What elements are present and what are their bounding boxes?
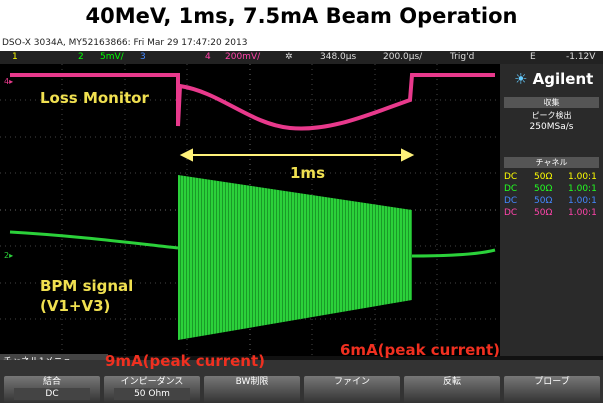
channel-setting: 1.00:1 — [568, 184, 597, 194]
softkey[interactable]: BW制限 — [204, 376, 300, 403]
channel-setting: 50Ω — [534, 196, 552, 206]
channel-setting: DC — [504, 208, 517, 218]
softkey-label: インピーダンス — [104, 376, 200, 388]
peak-left-label: 9mA(peak current) — [105, 352, 265, 370]
channel-setting: DC — [504, 196, 517, 206]
ch2-scale: 5mV/ — [100, 52, 124, 62]
chan-title: チャネル — [504, 157, 599, 168]
acq-mode: ピーク検出 — [504, 110, 599, 121]
softkey-label: ファイン — [304, 376, 400, 388]
peak-right-label: 6mA(peak current) — [340, 341, 500, 359]
timebase: 200.0µs/ — [383, 52, 422, 62]
channel-row: DC 50Ω 1.00:1 — [500, 172, 603, 184]
ch4-label: 4 — [205, 52, 211, 62]
channel-setting: 50Ω — [534, 172, 552, 182]
softkey-value: 50 Ohm — [114, 388, 190, 400]
channel-row: DC 50Ω 1.00:1 — [500, 208, 603, 220]
sample-rate: 250MSa/s — [504, 122, 599, 132]
channel-row: DC 50Ω 1.00:1 — [500, 196, 603, 208]
brand: ☀ Agilent — [514, 70, 593, 88]
status-bar: 1 2 5mV/ 3 4 200mV/ ✲ 348.0µs 200.0µs/ T… — [0, 51, 603, 64]
channel-setting: 1.00:1 — [568, 208, 597, 218]
softkey[interactable]: ファイン — [304, 376, 400, 403]
ch1-label: 1 — [12, 52, 18, 62]
trigger-level: -1.12V — [566, 52, 595, 62]
channel-row: DC 50Ω 1.00:1 — [500, 184, 603, 196]
trigger-source: E — [530, 52, 536, 62]
channel-setting: DC — [504, 172, 517, 182]
brand-text: Agilent — [533, 70, 594, 88]
channel-setting: 50Ω — [534, 184, 552, 194]
icon: ✲ — [285, 52, 293, 62]
ch4-scale: 200mV/ — [225, 52, 260, 62]
softkey[interactable]: プローブ — [504, 376, 600, 403]
softkey-label: 結合 — [4, 376, 100, 388]
softkey-label: BW制限 — [204, 376, 300, 388]
softkey-label: プローブ — [504, 376, 600, 388]
softkey-label: 反転 — [404, 376, 500, 388]
slide-title: 40MeV, 1ms, 7.5mA Beam Operation — [0, 4, 603, 28]
loss-label: Loss Monitor — [40, 89, 149, 107]
bpm-sublabel: (V1+V3) — [40, 297, 110, 315]
side-panel: ☀ Agilent 収集 ピーク検出 250MSa/s チャネル DC 50Ω 1.… — [500, 64, 603, 356]
ch4-marker: 4▸ — [4, 77, 13, 86]
channel-setting: 1.00:1 — [568, 172, 597, 182]
bpm-label: BPM signal — [40, 277, 133, 295]
softkey[interactable]: 反転 — [404, 376, 500, 403]
channel-setting: 50Ω — [534, 208, 552, 218]
ch2-marker: 2▸ — [4, 251, 13, 260]
delay: 348.0µs — [320, 52, 356, 62]
slide: 40MeV, 1ms, 7.5mA Beam Operation DSO-X 3… — [0, 0, 603, 403]
ch2-label: 2 — [78, 52, 84, 62]
channel-setting: DC — [504, 184, 517, 194]
trigger-status: Trig'd — [450, 52, 474, 62]
ch3-label: 3 — [140, 52, 146, 62]
width-label: 1ms — [290, 164, 325, 182]
softkey-value: DC — [14, 388, 90, 400]
scope-info: DSO-X 3034A, MY52163866: Fri Mar 29 17:4… — [2, 38, 247, 48]
channel-setting: 1.00:1 — [568, 196, 597, 206]
acq-title: 収集 — [504, 97, 599, 108]
